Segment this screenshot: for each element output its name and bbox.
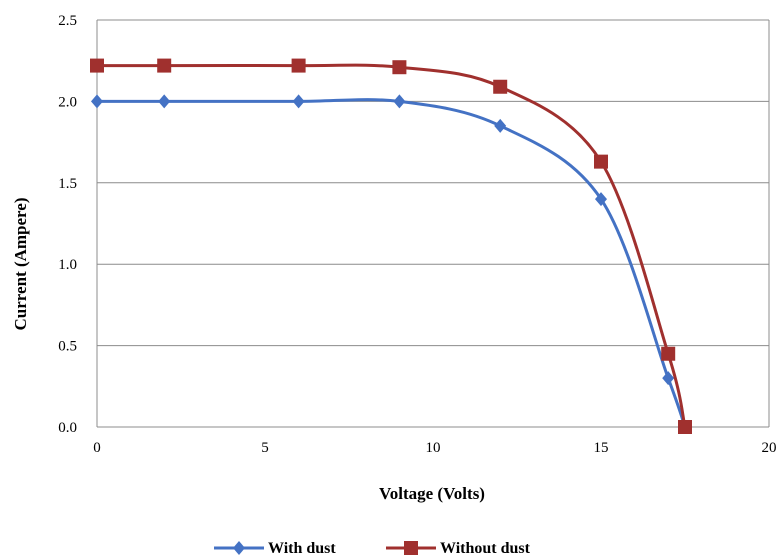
data-point-with-dust-1 [158, 94, 171, 109]
legend-label-without-dust: Without dust [440, 540, 531, 557]
gridlines [97, 19, 769, 347]
y-tick-label-4: 2.0 [58, 94, 77, 110]
data-point-without-dust-1 [157, 58, 172, 73]
y-tick-label-2: 1.0 [58, 257, 77, 273]
data-point-without-dust-3 [392, 60, 407, 75]
x-tick-label-0: 0 [93, 440, 101, 456]
y-tick-labels: 0.0 0.5 1.0 1.5 2.0 2.5 [58, 13, 77, 436]
series-line-without-dust [97, 63, 687, 428]
data-point-with-dust-5 [595, 192, 607, 207]
x-axis-title: Voltage (Volts) [379, 484, 485, 503]
data-point-without-dust-4 [493, 79, 508, 94]
data-point-with-dust-2 [292, 94, 305, 109]
y-tick-label-0: 0.0 [58, 420, 77, 436]
legend-label-with-dust: With dust [268, 540, 336, 557]
x-tick-labels: 0 5 10 15 20 [93, 440, 776, 456]
data-point-without-dust-5 [594, 154, 608, 169]
data-point-with-dust-3 [393, 94, 406, 109]
legend-marker-without-dust [404, 541, 418, 555]
data-point-without-dust-6 [661, 346, 676, 361]
series-without-dust [90, 58, 692, 434]
y-tick-label-1: 0.5 [58, 339, 77, 355]
y-axis-title: Current (Ampere) [11, 198, 30, 331]
data-point-without-dust-0 [90, 58, 104, 73]
legend: With dust Without dust [214, 540, 531, 557]
x-tick-label-2: 10 [426, 440, 441, 456]
data-point-without-dust-2 [291, 58, 306, 73]
series-line-with-dust [96, 98, 687, 428]
y-tick-label-3: 1.5 [58, 176, 77, 192]
x-tick-label-4: 20 [762, 440, 777, 456]
legend-item-without-dust: Without dust [386, 540, 531, 557]
data-point-with-dust-6 [662, 371, 675, 386]
data-point-with-dust-4 [494, 118, 507, 133]
series-with-dust [91, 94, 691, 434]
x-tick-label-3: 15 [594, 440, 609, 456]
legend-item-with-dust: With dust [214, 540, 336, 557]
data-point-without-dust-7 [678, 420, 692, 434]
data-point-with-dust-0 [91, 94, 103, 109]
axes [96, 20, 770, 428]
x-tick-label-1: 5 [261, 440, 269, 456]
legend-marker-with-dust [233, 541, 245, 555]
series-group [90, 58, 692, 434]
y-tick-label-5: 2.5 [58, 13, 77, 29]
